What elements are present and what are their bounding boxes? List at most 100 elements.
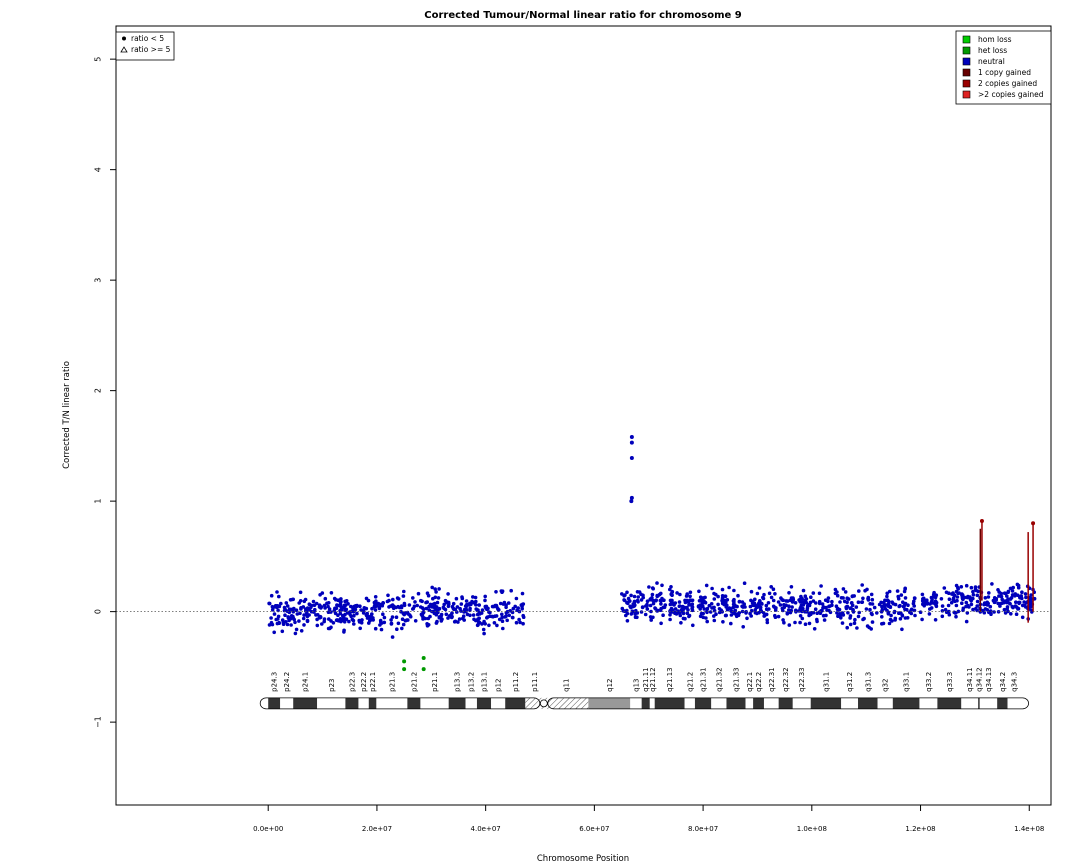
ideogram-band [649,697,655,709]
data-point [434,621,439,625]
data-point [648,603,653,608]
data-point [885,591,889,596]
data-point [1016,607,1020,611]
data-point [1029,597,1033,601]
data-point [430,585,435,590]
data-point [928,602,932,606]
data-point [459,602,464,606]
data-point [971,607,975,612]
ideogram-q-arm-outline [547,697,1029,710]
data-point [688,590,693,595]
data-point [940,614,945,619]
shape-legend-label: ratio < 5 [131,34,164,43]
data-point [437,587,441,591]
data-point [449,615,454,620]
data-point [804,597,809,601]
shape-legend-label: ratio >= 5 [131,45,171,54]
ideogram-band [654,697,685,709]
data-point [967,605,971,609]
ideogram-band [979,697,998,709]
data-point [429,604,434,608]
data-point [892,609,897,614]
ideogram-band-label: p23 [328,678,336,691]
data-point [1008,602,1012,606]
data-point [347,619,351,624]
data-point [506,601,511,605]
data-point [826,599,830,604]
data-point [704,616,708,620]
data-point [371,618,376,622]
data-point [913,596,917,601]
data-point [729,613,734,617]
data-point [954,614,958,619]
data-point [390,615,395,619]
data-point [729,621,733,626]
data-point [483,604,488,609]
data-point [893,618,897,622]
data-point [497,617,502,622]
ideogram-band [1007,697,1021,709]
data-point [305,619,310,624]
data-point [803,594,808,598]
ideogram-band-label: q13 [632,678,640,691]
data-point [651,598,655,603]
data-point [334,597,338,602]
data-point [771,598,776,603]
data-point [396,604,400,609]
data-point [481,627,486,632]
data-point [647,585,651,589]
data-point [486,606,490,611]
data-point [386,593,390,598]
data-point [940,604,945,608]
data-point [886,599,891,604]
data-point [457,617,462,621]
data-point [358,626,363,631]
legend-triangle-symbol [120,46,128,53]
data-point [990,582,994,586]
data-point [862,616,866,621]
data-point [426,616,431,621]
data-point [293,620,297,625]
color-legend-label: het loss [978,46,1007,55]
data-point [305,611,309,616]
data-point [648,597,653,602]
data-point [723,594,728,598]
data-point [964,600,969,605]
data-point [791,596,795,600]
data-point [872,605,877,610]
ideogram-band [892,697,920,709]
data-point [870,597,875,602]
data-point [443,598,448,603]
data-point [740,600,745,604]
data-point [659,599,663,603]
data-point [669,585,673,589]
data-point [284,620,288,624]
data-point [500,619,505,623]
data-point [435,600,440,605]
data-point [822,618,827,622]
data-point [436,596,441,600]
data-point [1009,612,1013,616]
ideogram-band [978,697,980,709]
data-point [400,617,405,621]
ideogram-band-label: p13.1 [481,672,489,692]
data-point [900,627,904,632]
data-point [762,614,766,618]
data-point [504,605,508,610]
data-point [352,622,356,626]
ideogram-band [961,697,979,709]
ideogram-band [694,697,712,709]
data-point [312,603,317,607]
data-point [379,627,384,632]
data-point [269,593,274,598]
data-point [766,601,771,605]
ideogram-band-label: q21.11 [642,667,650,691]
data-point [712,605,716,610]
ideogram-band-label: p21.3 [388,672,396,692]
data-point [787,591,791,595]
x-tick-label: 1.4e+08 [1014,825,1044,833]
data-point [339,600,343,604]
data-point [996,588,1000,592]
data-point [344,617,349,621]
